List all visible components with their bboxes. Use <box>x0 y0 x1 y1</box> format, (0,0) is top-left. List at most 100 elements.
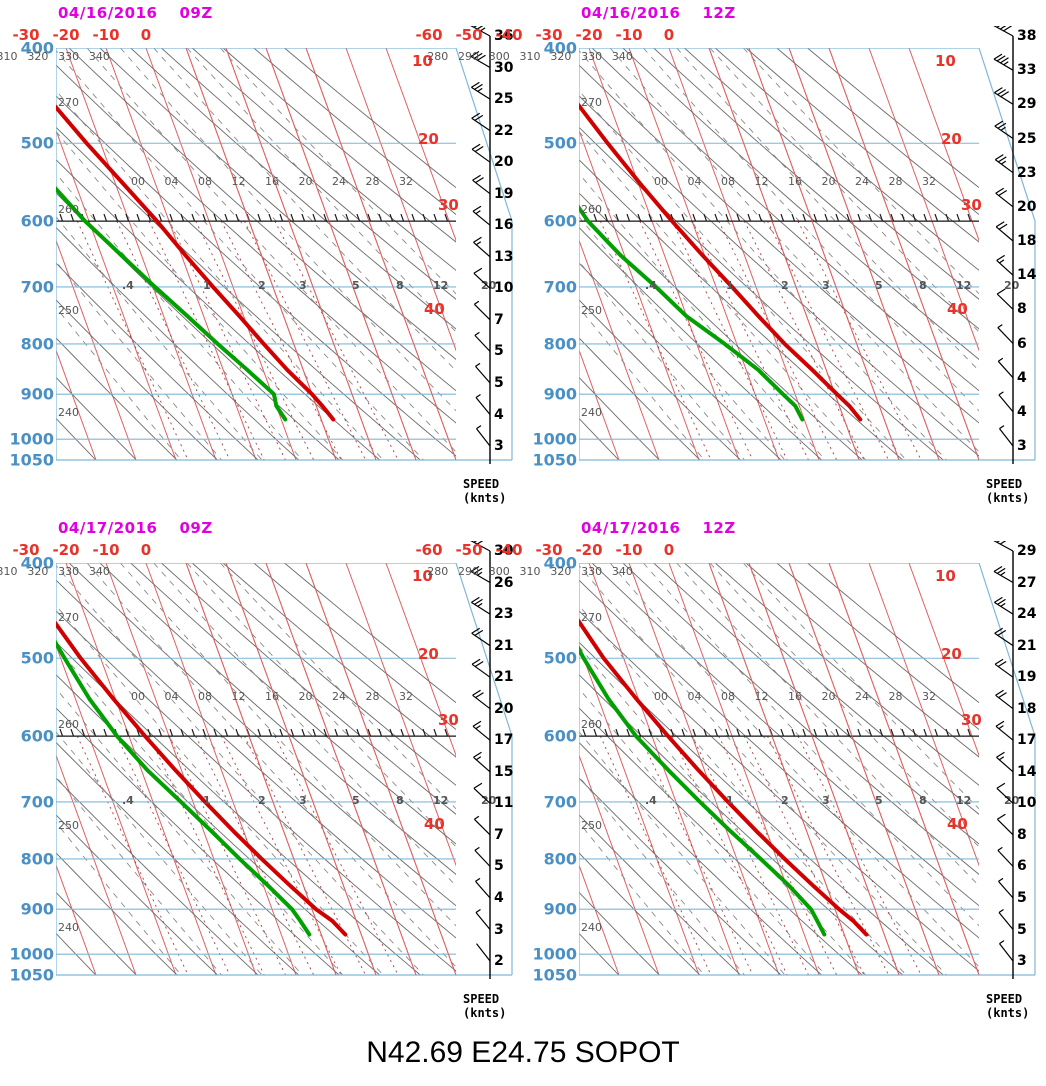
mixing-ratio-label: 2 <box>258 278 266 292</box>
speed-caption-label: SPEED <box>986 992 1023 1006</box>
right-temperature-tick: 40 <box>947 300 968 318</box>
pressure-tick: 600 <box>543 211 577 231</box>
wind-profile: 36 30 25 22 20 19 16 13 10 7 5 5 4 3 SPEED (knts) <box>458 26 523 504</box>
temperature-tick: -20 <box>52 541 80 559</box>
pressure-tick: 800 <box>543 849 577 869</box>
wind-speed-value: 21 <box>1017 637 1037 654</box>
mixing-ratio-label: 3 <box>299 278 307 292</box>
wind-profile: 30 26 23 21 21 20 17 15 11 7 5 4 3 2 SPEED (knts) <box>458 541 523 1019</box>
height-label: 32 <box>922 175 936 189</box>
wind-speed-value: 30 <box>494 59 514 76</box>
temperature-tick: 0 <box>663 541 675 559</box>
plot-area: 2802903003103203303402702602502400004081… <box>0 563 513 976</box>
pressure-tick: 400 <box>20 553 54 573</box>
pressure-tick: 900 <box>543 384 577 404</box>
sounding-panel: 04/17/201609Z-60-50-40-30-20-10040050060… <box>0 515 523 1030</box>
wind-speed-value: 8 <box>1017 301 1027 318</box>
pressure-tick: 800 <box>20 849 54 869</box>
speed-units-label: (knts) <box>986 1006 1030 1020</box>
theta-label: 310 <box>519 50 541 63</box>
wind-barb-axis <box>470 26 491 464</box>
mixing-ratio-label: 8 <box>919 278 927 292</box>
theta-label: 340 <box>611 50 633 63</box>
pressure-tick: 900 <box>20 899 54 919</box>
wind-speed-value: 14 <box>1017 763 1037 780</box>
right-temperature-tick: 30 <box>438 711 459 729</box>
pressure-axis: 400 500 600 700 800 900 1000 1050 <box>523 0 579 480</box>
wind-speed-value: 3 <box>1017 438 1027 454</box>
freezing-hatch-line <box>56 728 456 737</box>
temperature-tick: -30 <box>535 541 563 559</box>
theta-label: 240 <box>581 405 602 419</box>
skewt-plot <box>579 563 1036 976</box>
wind-speed-value: 2 <box>494 953 504 969</box>
height-label: 24 <box>332 175 346 189</box>
theta-label: 270 <box>581 610 602 624</box>
right-temperature-tick: 30 <box>961 196 982 214</box>
wind-speed-value: 4 <box>1017 369 1027 386</box>
height-label: 08 <box>198 690 212 704</box>
temperature-curve <box>56 104 336 422</box>
theta-label: 290 <box>457 565 479 578</box>
wind-speed-value: 36 <box>494 28 514 44</box>
pressure-tick: 900 <box>20 384 54 404</box>
temperature-tick: -50 <box>455 541 483 559</box>
panel-title: 04/17/2016 09Z <box>58 519 213 537</box>
panel-date: 04/16/2016 <box>581 4 681 22</box>
wind-speed-value: 11 <box>494 795 514 812</box>
theta-label: 290 <box>457 50 479 63</box>
pressure-tick: 500 <box>543 133 577 153</box>
pressure-tick: 700 <box>20 792 54 812</box>
wind-speed-value: 18 <box>1017 233 1037 249</box>
theta-label: 260 <box>58 203 79 217</box>
theta-label: 310 <box>519 565 541 578</box>
wind-speed-value: 5 <box>1017 889 1027 906</box>
height-label: 28 <box>888 690 903 704</box>
panel-date: 04/17/2016 <box>58 519 158 537</box>
pressure-tick: 800 <box>20 334 54 354</box>
pressure-tick: 500 <box>20 133 54 153</box>
theta-label: 260 <box>581 718 602 732</box>
wind-speed-value: 8 <box>1017 826 1027 843</box>
mixing-ratio-label: 1 <box>203 793 211 807</box>
wind-speed-value: 20 <box>494 154 514 171</box>
theta-label: 280 <box>427 50 449 63</box>
pressure-tick: 600 <box>20 726 54 746</box>
height-label: 32 <box>922 690 936 704</box>
wind-speed-value: 29 <box>1017 543 1037 559</box>
temperature-tick: -40 <box>495 26 523 44</box>
right-temperature-tick: 20 <box>418 130 439 148</box>
speed-units-label: (knts) <box>986 491 1030 505</box>
theta-label: 340 <box>88 565 110 578</box>
wind-profile: 38 33 29 25 23 20 18 14 8 6 4 4 3 SPEED (knts) <box>981 26 1046 504</box>
wind-speed-value: 5 <box>494 343 504 360</box>
height-label: 04 <box>164 175 179 189</box>
right-temperature-tick: 20 <box>941 645 962 663</box>
mixing-ratio-label: .4 <box>645 793 657 807</box>
temperature-curve <box>56 620 348 937</box>
height-label: 04 <box>687 690 702 704</box>
mixing-ratio-label: 12 <box>956 793 972 807</box>
dewpoint-curve <box>579 204 805 422</box>
pressure-tick: 1000 <box>9 944 54 964</box>
wind-speed-value: 25 <box>1017 130 1037 147</box>
pressure-tick: 800 <box>543 334 577 354</box>
wind-speed-value: 3 <box>494 438 504 454</box>
pressure-tick: 400 <box>543 553 577 573</box>
temperature-tick: -20 <box>52 26 80 44</box>
theta-label: 320 <box>550 565 572 578</box>
height-label: 28 <box>365 690 380 704</box>
wind-speed-value: 4 <box>1017 403 1027 420</box>
skewt-plot <box>56 48 513 461</box>
wind-speed-value: 30 <box>494 543 514 559</box>
mixing-ratio-label: 12 <box>433 793 449 807</box>
height-label: 08 <box>198 175 212 189</box>
mixing-ratio-label: 3 <box>299 793 307 807</box>
wind-speed-value: 10 <box>1017 795 1037 812</box>
temperature-tick: -30 <box>12 541 40 559</box>
pressure-tick: 400 <box>20 38 54 58</box>
theta-label: 250 <box>581 303 602 317</box>
mixing-ratio-label: 12 <box>433 278 449 292</box>
wind-speed-value: 19 <box>494 185 514 202</box>
